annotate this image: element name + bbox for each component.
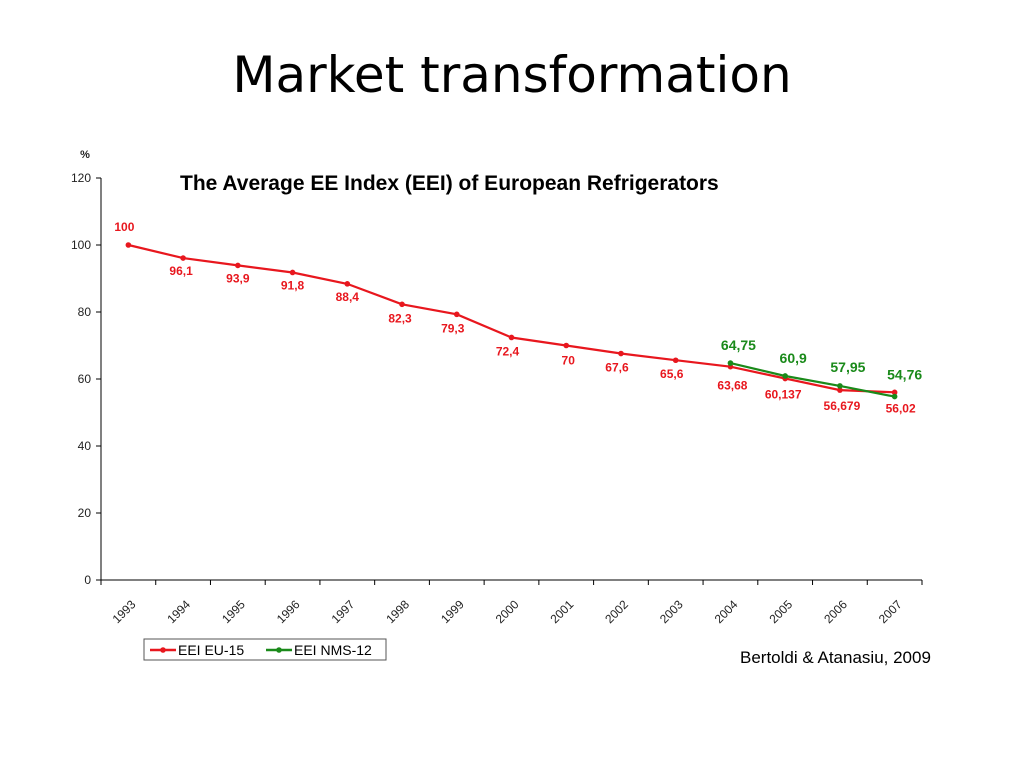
x-tick-label: 2006 — [821, 597, 850, 626]
chart-title: The Average EE Index (EEI) of European R… — [180, 172, 719, 195]
data-point — [563, 342, 570, 349]
data-label: 96,1 — [169, 264, 193, 278]
y-tick-label: 40 — [78, 439, 92, 453]
data-point — [235, 262, 241, 269]
legend-box — [143, 638, 387, 661]
data-point — [344, 281, 351, 287]
data-point — [727, 360, 734, 366]
x-tick-label: 1997 — [329, 597, 358, 626]
data-label: 64,75 — [721, 337, 756, 353]
data-label: 100 — [114, 220, 134, 234]
data-point — [508, 334, 515, 341]
data-point — [837, 383, 843, 389]
x-tick-label: 1994 — [164, 597, 193, 626]
legend-item-eu15-marker — [160, 647, 166, 653]
x-tick-label: 1998 — [383, 597, 412, 626]
y-tick-label: 80 — [78, 305, 92, 319]
x-tick-label: 2003 — [657, 597, 686, 626]
x-tick-label: 2004 — [712, 597, 741, 626]
data-point — [672, 357, 679, 364]
x-tick-label: 2001 — [548, 597, 577, 626]
y-tick-label: 100 — [71, 238, 91, 252]
data-label: 60,137 — [765, 388, 802, 402]
y-tick-label: 120 — [71, 171, 91, 185]
x-tick-label: 1999 — [438, 597, 467, 626]
slide-title: Market transformation — [232, 46, 792, 104]
data-label: 63,68 — [717, 379, 747, 393]
x-tick-label: 2002 — [602, 597, 631, 626]
source-citation: Bertoldi & Atanasiu, 2009 — [740, 648, 931, 667]
data-label: 57,95 — [830, 359, 865, 375]
legend: EEI EU-15 EEI NMS-12 — [143, 638, 387, 661]
x-tick-label: 1993 — [110, 597, 139, 626]
data-point — [891, 393, 898, 400]
data-point — [125, 242, 132, 248]
data-point — [399, 301, 405, 308]
x-tick-label: 2000 — [493, 597, 522, 626]
data-label: 54,76 — [887, 367, 922, 383]
data-point — [782, 373, 788, 379]
legend-item-eu15-label: EEI EU-15 — [178, 642, 244, 658]
legend-item-nms12-label: EEI NMS-12 — [294, 642, 372, 658]
series-line-eu15 — [128, 243, 895, 394]
data-label: 79,3 — [441, 321, 465, 335]
data-label: 60,9 — [780, 350, 807, 366]
data-label: 67,6 — [605, 361, 629, 375]
data-label: 65,6 — [660, 367, 684, 381]
data-label: 56,02 — [886, 401, 916, 415]
data-label: 82,3 — [388, 311, 412, 325]
y-tick-label: 0 — [84, 573, 91, 587]
data-label: 88,4 — [336, 290, 360, 304]
data-label: 93,9 — [226, 271, 250, 285]
data-label: 91,8 — [281, 278, 305, 292]
y-tick-label: 60 — [78, 372, 92, 386]
x-tick-label: 2007 — [876, 597, 905, 626]
x-tick-label: 2005 — [766, 597, 795, 626]
x-tick-label: 1995 — [219, 597, 248, 626]
data-label: 70 — [562, 354, 576, 368]
data-point — [180, 255, 186, 261]
legend-item-nms12-marker — [276, 647, 282, 653]
x-tick-label: 1996 — [274, 597, 303, 626]
data-label: 72,4 — [496, 344, 520, 358]
series-line-nms12 — [730, 362, 895, 398]
data-point — [453, 311, 460, 318]
y-tick-label: 20 — [78, 506, 92, 520]
data-point — [837, 387, 843, 393]
y-unit-label: % — [80, 149, 90, 161]
data-point — [891, 389, 898, 396]
data-point — [618, 350, 624, 357]
data-point — [289, 269, 296, 276]
data-label: 56,679 — [824, 399, 861, 413]
